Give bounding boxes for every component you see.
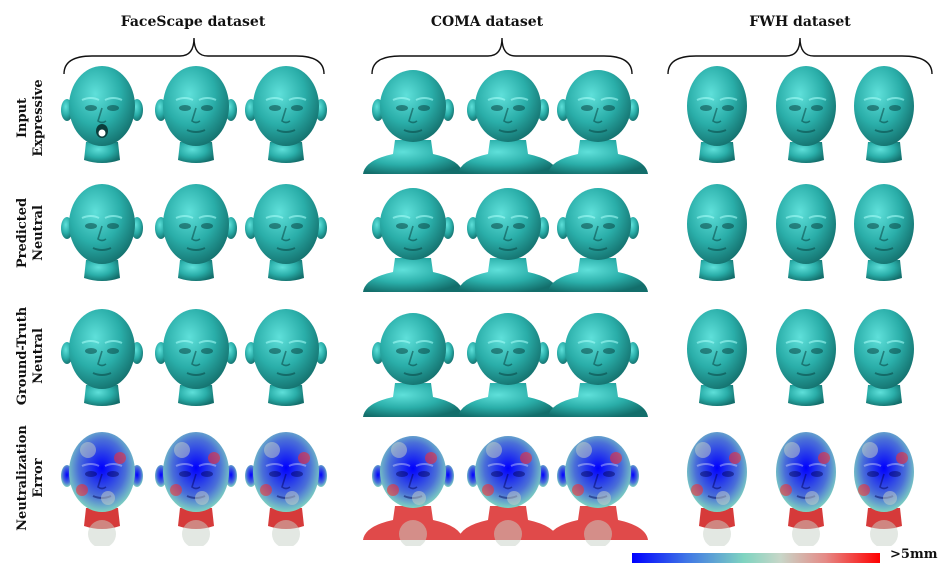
face-render-facescape-2-1 — [155, 309, 237, 406]
face-render-facescape-2-0 — [61, 309, 143, 406]
face-render-facescape-3-0 — [61, 432, 143, 546]
face-render-facescape-0-0 — [61, 66, 143, 163]
face-render-facescape-1-0 — [61, 184, 143, 281]
face-render-fwh-1-1 — [776, 184, 836, 281]
dataset-title-fwh: FWH dataset — [749, 14, 851, 30]
face-render-fwh-2-0 — [687, 309, 747, 406]
face-render-facescape-3-1 — [155, 432, 237, 546]
face-render-coma-1-1 — [458, 188, 558, 292]
brace-fwh — [667, 37, 933, 75]
face-render-facescape-0-2 — [245, 66, 327, 163]
dataset-title-coma: COMA dataset — [430, 14, 544, 30]
face-render-facescape-2-2 — [245, 309, 327, 406]
brace-coma — [371, 37, 633, 75]
face-render-fwh-0-1 — [776, 66, 836, 163]
face-render-fwh-2-2 — [854, 309, 914, 406]
face-render-facescape-1-1 — [155, 184, 237, 281]
face-render-fwh-3-2 — [854, 432, 914, 546]
face-render-coma-1-0 — [363, 188, 463, 292]
face-render-coma-3-0 — [363, 436, 463, 546]
face-render-fwh-2-1 — [776, 309, 836, 406]
face-render-coma-2-1 — [458, 313, 558, 417]
dataset-title-facescape: FaceScape dataset — [120, 14, 266, 30]
face-render-coma-2-2 — [548, 313, 648, 417]
face-render-fwh-1-2 — [854, 184, 914, 281]
error-colorbar — [632, 553, 880, 563]
face-render-fwh-1-0 — [687, 184, 747, 281]
face-render-coma-0-0 — [363, 70, 463, 174]
face-render-fwh-0-2 — [854, 66, 914, 163]
face-render-coma-0-1 — [458, 70, 558, 174]
face-render-coma-1-2 — [548, 188, 648, 292]
face-render-facescape-3-2 — [245, 432, 327, 546]
brace-facescape — [63, 37, 325, 75]
face-render-coma-3-1 — [458, 436, 558, 546]
face-render-coma-2-0 — [363, 313, 463, 417]
face-render-coma-3-2 — [548, 436, 648, 546]
face-render-facescape-0-1 — [155, 66, 237, 163]
face-render-fwh-3-0 — [687, 432, 747, 546]
face-render-fwh-0-0 — [687, 66, 747, 163]
face-render-fwh-3-1 — [776, 432, 836, 546]
face-render-facescape-1-2 — [245, 184, 327, 281]
face-render-coma-0-2 — [548, 70, 648, 174]
colorbar-max-label: >5mm — [890, 547, 938, 562]
